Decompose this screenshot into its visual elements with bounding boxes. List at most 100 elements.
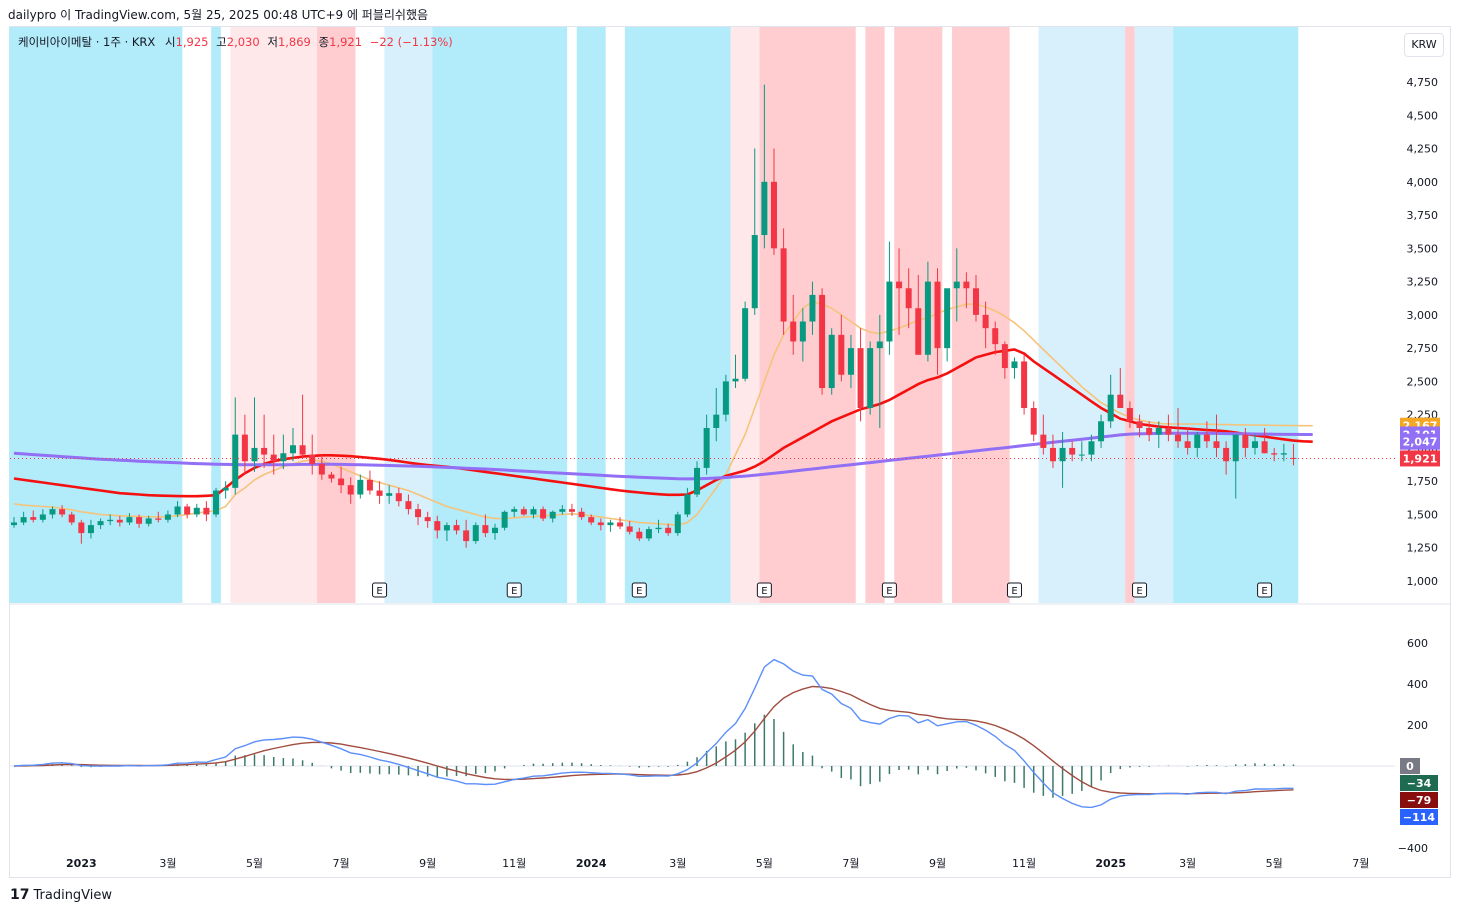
earnings-label: E [761,586,767,597]
candle-body [1049,447,1056,462]
candle-body [559,509,566,512]
price-axis-label: 3,750 [1407,209,1439,222]
candle-body [11,522,17,526]
time-axis-label: 3월 [1179,857,1196,870]
signal-band [9,27,183,603]
candle-body [328,474,335,479]
candle-body [1203,434,1210,442]
candle-body [136,517,143,524]
currency-button[interactable]: KRW [1404,33,1444,57]
candle-body [1030,408,1037,435]
moving-average-long [13,431,1313,481]
candle-body [1069,447,1076,455]
signal-band [624,27,731,603]
candle-body [251,447,258,462]
candle-body [722,381,729,415]
low-value: 1,869 [277,35,311,49]
candle-body [39,514,46,520]
candle-body [1232,434,1239,462]
candle-body [665,527,672,534]
time-axis-label: 11월 [1012,857,1036,870]
candle-body [203,507,210,515]
candle-body [934,281,941,349]
candle-body [857,348,864,409]
candle-body [1184,441,1191,448]
candle-body [694,467,701,495]
candle-body [1280,453,1287,455]
candle-body [944,288,951,349]
candle-body [963,281,970,289]
candle-body [520,509,527,515]
candle-body [443,525,450,531]
candle-body [174,506,181,515]
footer-brand[interactable]: 𝟭𝟳 TradingView [10,887,112,903]
price-tag-label: 1,921 [1403,452,1438,465]
candle-body [751,235,758,309]
time-axis-label: 5월 [246,857,263,870]
candle-body [703,427,710,468]
candle-body [1290,457,1297,459]
moving-average-short [13,300,1313,526]
earnings-box [506,582,522,598]
candle-body [588,517,595,523]
candle-body [1078,454,1085,456]
candle-body [87,525,94,534]
price-tag-label: 2,047 [1403,436,1438,449]
candle-body [655,527,662,530]
candle-body [492,527,498,534]
candle-body [1175,434,1182,442]
price-axis-label: 3,250 [1407,276,1439,289]
high-value: 2,030 [226,35,260,49]
signal-band [384,27,433,603]
macd-axis-label: 600 [1407,637,1428,650]
earnings-box [631,582,647,598]
macd-value-label: 0 [1406,760,1414,773]
signal-band [432,27,568,603]
candle-body [578,511,585,518]
candle-body [395,493,402,502]
macd-axis-label: 400 [1407,678,1428,691]
candle-body [645,529,652,539]
candle-body [30,517,37,520]
candle-body [876,341,883,349]
price-axis-label: 1,000 [1407,575,1439,588]
earnings-marker: E [1257,582,1273,598]
earnings-marker: E [372,582,388,598]
candle-body [20,517,27,523]
moving-average-mid [13,348,1313,498]
candle-body [1021,361,1028,409]
candle-body [636,531,643,539]
macd-line [13,658,1294,809]
signal-band [211,27,221,603]
candle-body [1194,434,1201,448]
symbol-name[interactable]: 케이비아이메탈 · 1주 · KRX [18,35,156,49]
price-axis-label: 1,750 [1407,475,1439,488]
earnings-label: E [1136,586,1142,597]
price-axis-label: 3,500 [1407,242,1439,255]
candle-body [992,328,999,345]
candle-body [617,522,624,527]
candle-body [607,522,614,526]
high-label: 고 [216,35,227,49]
candle-body [1242,434,1249,448]
candle-body [193,507,200,515]
change-value: −22 (−1.13%) [369,35,453,49]
time-axis-label: 2025 [1095,857,1126,870]
candle-body [386,493,393,496]
candle-body [241,434,248,462]
candle-body [1146,427,1153,435]
candle-body [905,288,912,309]
candle-body [1098,421,1105,442]
price-axis-label: 4,750 [1407,76,1439,89]
candle-body [838,334,845,375]
candle-body [347,485,354,495]
low-label: 저 [267,35,278,49]
earnings-label: E [886,586,892,597]
candle-body [145,518,152,524]
time-axis-label: 7월 [1352,857,1369,870]
candle-body [453,525,460,531]
time-axis-label: 11월 [502,857,526,870]
macd-axis-label: 200 [1407,719,1428,732]
signal-band [951,27,1010,603]
